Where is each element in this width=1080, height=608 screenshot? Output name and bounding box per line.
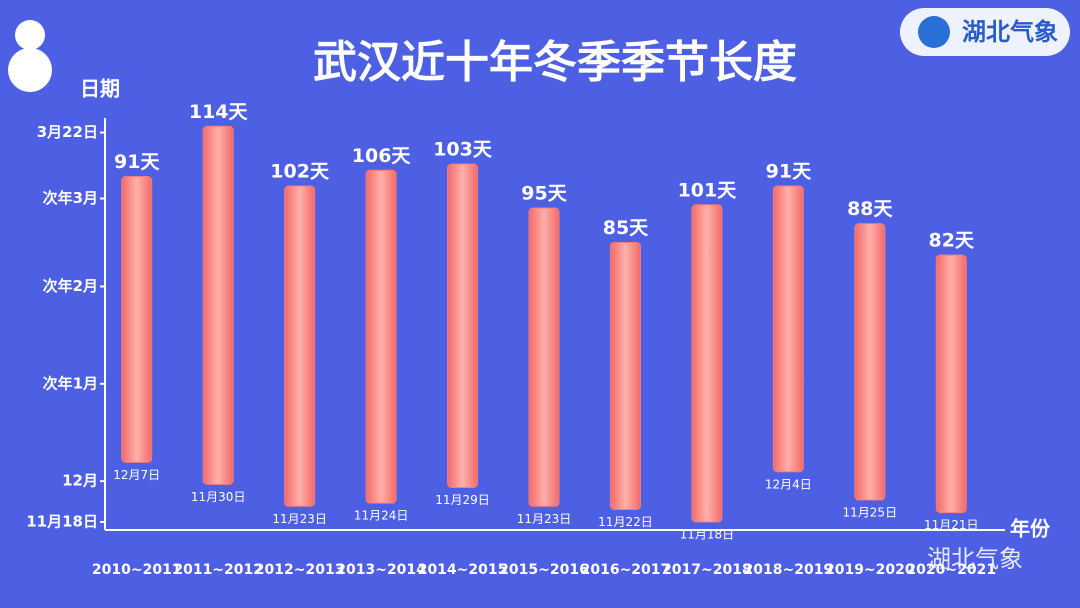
x-tick-label: 2014~2015 [418,562,508,578]
chart-title: 武汉近十年冬季季节长度 [313,37,797,88]
bar [528,207,560,507]
bar [691,204,723,523]
bar-start-label: 11月25日 [843,506,898,520]
bar [854,223,886,501]
bar [935,254,967,514]
bar [121,176,153,463]
bar [365,169,397,504]
y-tick-label: 次年1月 [43,374,98,392]
x-tick-label: 2011~2012 [173,562,263,578]
bar-start-label: 11月23日 [272,512,327,526]
y-tick-label: 11月18日 [26,513,98,531]
y-tick-label: 次年3月 [43,189,98,207]
bar-start-label: 11月23日 [517,512,572,526]
bar-start-label: 11月24日 [354,509,409,523]
x-tick-label: 2016~2017 [581,562,671,578]
x-tick-label: 2012~2013 [255,562,345,578]
bar-start-label: 11月22日 [598,515,653,529]
x-tick-label: 2019~2020 [825,562,915,578]
bar [609,241,641,510]
bar-length-label: 91天 [766,160,812,182]
bar-start-label: 11月18日 [680,528,735,542]
x-tick-label: 2017~2018 [662,562,752,578]
bar [284,185,316,507]
x-axis-label: 年份 [1010,517,1051,541]
bar-start-label: 12月4日 [765,477,812,491]
snowman-decor [15,20,45,50]
x-tick-label: 2013~2014 [336,562,426,578]
bar-length-label: 85天 [603,217,649,239]
x-tick-label: 2020~2021 [906,562,996,578]
bar-length-label: 101天 [678,179,738,201]
bar-length-label: 82天 [929,230,975,252]
bar-start-label: 11月21日 [924,518,979,532]
logo-text: 湖北气象 [962,18,1058,46]
watermark: 湖北气象 [927,545,1023,573]
bar-start-label: 12月7日 [113,468,160,482]
x-tick-label: 2010~2011 [92,562,182,578]
bar-length-label: 88天 [847,198,893,220]
y-tick-label: 3月22日 [37,123,98,141]
bar-start-label: 11月29日 [435,493,490,507]
y-axis-label: 日期 [80,77,120,101]
bar-start-label: 11月30日 [191,490,246,504]
x-tick-label: 2018~2019 [744,562,834,578]
snowman-decor [8,48,52,92]
bar [202,125,234,485]
y-tick-label: 12月 [62,472,98,490]
y-tick-label: 次年2月 [43,277,98,295]
bar-length-label: 103天 [433,138,493,160]
bar-length-label: 91天 [114,151,160,173]
bar-length-label: 114天 [189,101,249,123]
x-tick-label: 2015~2016 [499,562,589,578]
bar [772,185,804,473]
logo-icon [918,16,950,48]
bar-length-label: 95天 [521,182,567,204]
bar-length-label: 102天 [270,160,330,182]
bar-length-label: 106天 [352,145,412,167]
bar [447,163,479,488]
